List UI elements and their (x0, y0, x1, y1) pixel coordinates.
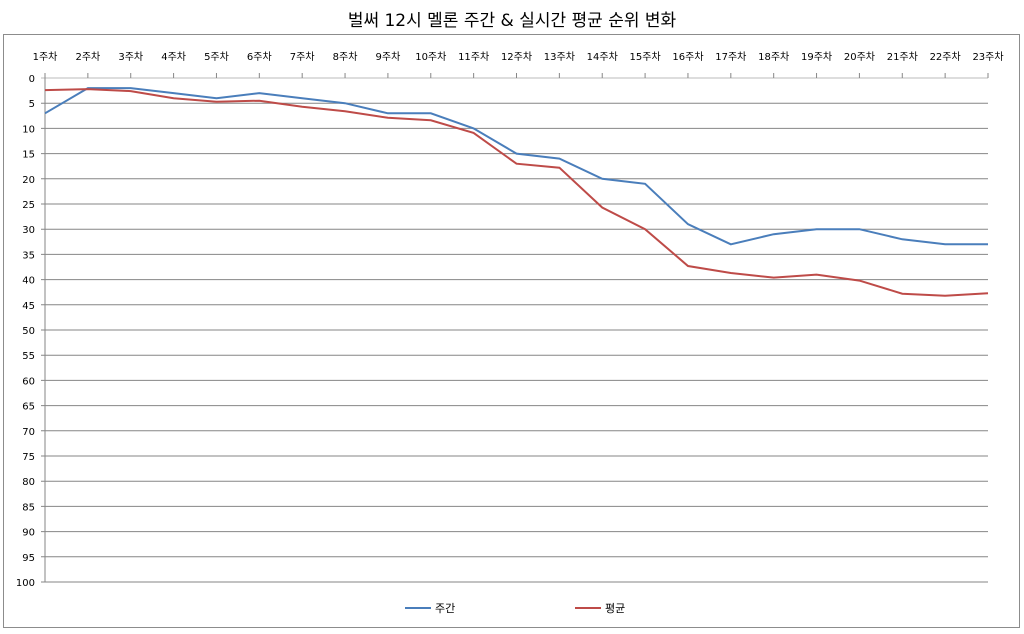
legend-swatch (405, 607, 431, 609)
y-tick-label: 0 (29, 74, 35, 85)
legend-label: 주간 (435, 602, 456, 615)
y-tick-label: 50 (22, 326, 35, 337)
x-tick-label: 16주차 (672, 51, 703, 63)
x-tick-label: 13주차 (544, 51, 575, 63)
x-tick-label: 12주차 (501, 51, 532, 63)
x-tick-label: 20주차 (844, 51, 875, 63)
x-tick-label: 23주차 (972, 51, 1003, 63)
x-tick-label: 2주차 (75, 51, 100, 63)
x-tick-label: 21주차 (887, 51, 918, 63)
legend-item-weekly: 주간 (405, 600, 455, 616)
y-tick-label: 15 (22, 150, 35, 161)
y-tick-label: 90 (22, 528, 35, 539)
y-tick-label: 30 (22, 225, 35, 236)
y-tick-label: 100 (16, 578, 35, 589)
x-tick-label: 11주차 (458, 51, 489, 63)
x-tick-label: 1주차 (33, 51, 58, 63)
legend-label: 평균 (605, 602, 626, 615)
x-tick-label: 3주차 (118, 51, 143, 63)
x-tick-label: 15주차 (630, 51, 661, 63)
x-tick-label: 10주차 (415, 51, 446, 63)
y-tick-label: 60 (22, 376, 35, 387)
y-tick-label: 55 (22, 351, 35, 362)
y-tick-label: 85 (22, 502, 35, 513)
y-tick-label: 65 (22, 402, 35, 413)
y-tick-label: 20 (22, 175, 35, 186)
x-tick-label: 6주차 (247, 51, 272, 63)
chart-area (3, 34, 1020, 628)
y-tick-label: 35 (22, 250, 35, 261)
x-tick-label: 14주차 (587, 51, 618, 63)
y-tick-label: 40 (22, 276, 35, 287)
x-tick-label: 18주차 (758, 51, 789, 63)
x-tick-label: 4주차 (161, 51, 186, 63)
y-tick-label: 70 (22, 427, 35, 438)
x-tick-label: 9주차 (376, 51, 401, 63)
y-tick-label: 5 (29, 99, 35, 110)
series-line-weekly (44, 87, 988, 246)
legend-item-average: 평균 (575, 600, 625, 616)
y-tick-label: 45 (22, 301, 35, 312)
chart-title: 벌써 12시 멜론 주간 & 실시간 평균 순위 변화 (347, 11, 677, 31)
y-tick-label: 10 (22, 124, 35, 135)
x-tick-label: 8주차 (333, 51, 358, 63)
x-tick-label: 19주차 (801, 51, 832, 63)
y-tick-label: 25 (22, 200, 35, 211)
y-tick-label: 75 (22, 452, 35, 463)
legend-swatch (575, 607, 601, 609)
y-tick-label: 95 (22, 553, 35, 564)
x-tick-label: 22주차 (930, 51, 961, 63)
x-tick-label: 17주차 (715, 51, 746, 63)
series-line-average (44, 88, 989, 297)
x-tick-label: 5주차 (204, 51, 229, 63)
y-tick-label: 80 (22, 477, 35, 488)
x-tick-label: 7주차 (290, 51, 315, 63)
